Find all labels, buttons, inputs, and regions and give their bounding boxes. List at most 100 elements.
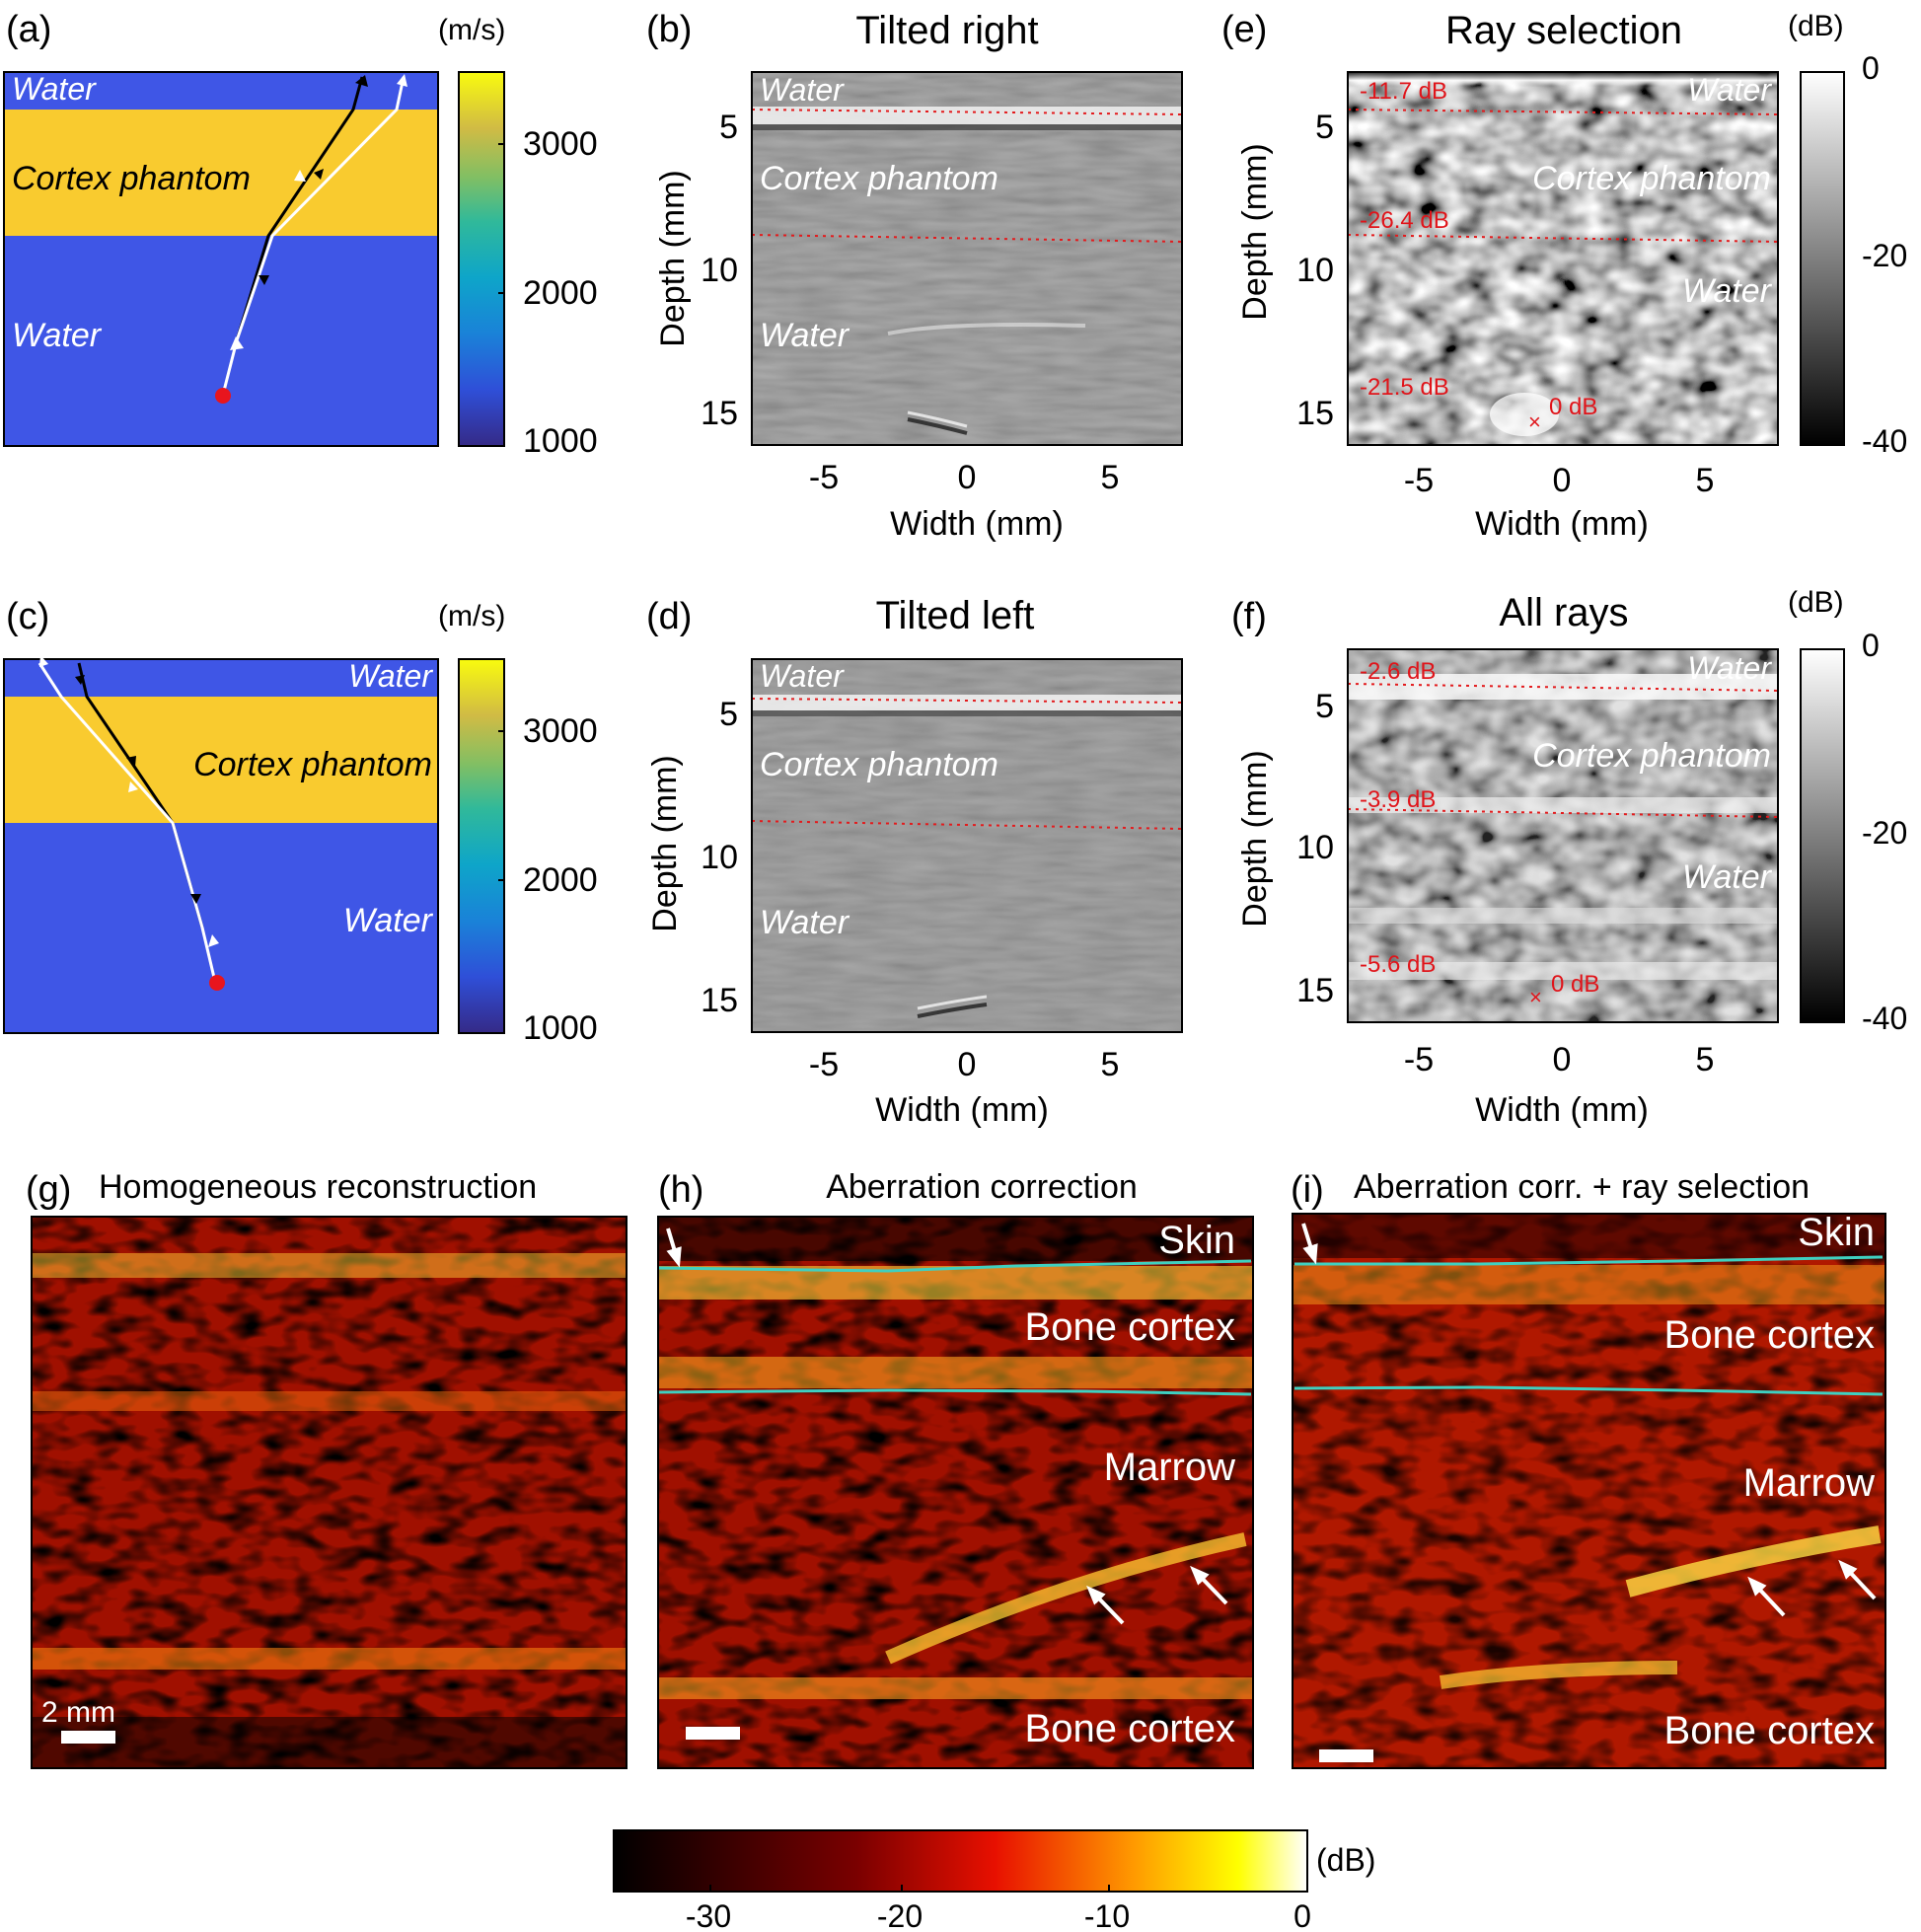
bottom-colorbar-tick-0: 0: [1293, 1898, 1311, 1932]
bottom-colorbar-unit: (dB): [1316, 1842, 1375, 1878]
panel-f-db-bottom: -5.6 dB: [1360, 951, 1436, 978]
panel-b-layer-water-bottom: Water: [760, 317, 850, 354]
panel-e-title: Ray selection: [1445, 9, 1682, 52]
source-point: [209, 975, 225, 991]
layer-label-water-bottom: Water: [343, 902, 434, 939]
panel-g-title: Homogeneous reconstruction: [99, 1168, 537, 1206]
panel-f-xtick-0: 0: [1553, 1041, 1572, 1078]
colorbar-f-tick-0: 0: [1862, 628, 1880, 663]
panel-e-ytick-15: 15: [1296, 395, 1334, 432]
panel-f-xtick-5: 5: [1696, 1041, 1715, 1078]
panel-f-letter: (f): [1231, 596, 1267, 637]
panel-b-xlabel: Width (mm): [890, 505, 1064, 543]
panel-i-scalebar: [1319, 1749, 1373, 1762]
panel-c-unit: (m/s): [438, 600, 505, 632]
panel-d-xtick-5: 5: [1101, 1046, 1120, 1083]
layer-label-water-top: Water: [12, 71, 97, 107]
bottom-colorbar-tick-m10: -10: [1084, 1898, 1130, 1932]
panel-f-layer-water-top: Water: [1687, 650, 1772, 686]
panel-i-label-bone-cortex-top: Bone cortex: [1664, 1313, 1875, 1357]
panel-d-layer-water-top: Water: [760, 658, 845, 694]
bottom-colorbar-tick-m30: -30: [686, 1898, 731, 1932]
layer-label-water-bottom: Water: [12, 317, 103, 354]
panel-i: (i) Aberration corr. + ray selection Ski…: [1291, 1168, 1886, 1769]
panel-h-label-bone-cortex-top: Bone cortex: [1025, 1305, 1235, 1349]
panel-f-layer-water-bottom: Water: [1682, 858, 1773, 896]
panel-i-title: Aberration corr. + ray selection: [1354, 1168, 1810, 1206]
panel-h-title: Aberration correction: [826, 1168, 1138, 1206]
panel-b-xtick-0: 0: [958, 459, 977, 496]
ray-white: [221, 76, 406, 396]
panel-h-label-skin: Skin: [1158, 1219, 1235, 1262]
panel-d-ytick-15: 15: [701, 982, 738, 1019]
panel-d-ytick-5: 5: [719, 696, 738, 733]
colorbar-c-tick-1000: 1000: [523, 1009, 598, 1047]
panel-g-scalebar-label: 2 mm: [41, 1696, 115, 1729]
panel-e-ytick-5: 5: [1315, 109, 1334, 146]
panel-h-scalebar: [686, 1727, 740, 1740]
panel-e-db-bottom: -21.5 dB: [1360, 374, 1449, 401]
bottom-colorbar-gradient: [613, 1829, 1308, 1893]
cortex-layer: [4, 697, 438, 823]
panel-b-xtick-m5: -5: [809, 459, 839, 496]
panel-d-xlabel: Width (mm): [875, 1091, 1049, 1129]
panel-b-title: Tilted right: [855, 9, 1038, 52]
source-point: [215, 388, 231, 404]
panel-a: (a) (m/s) Water Cortex phantom Water 300…: [3, 9, 598, 460]
panel-i-letter: (i): [1291, 1169, 1324, 1211]
panel-e-layer-water-top: Water: [1687, 72, 1772, 108]
water-layer-bottom: [4, 236, 438, 446]
panel-b-layer-water-top: Water: [760, 72, 845, 108]
cyan-boundary-top: [657, 1259, 1252, 1273]
colorbar-c-tick-2000: 2000: [523, 861, 598, 899]
colorbar-c: [458, 658, 505, 1034]
panel-h-label-bone-cortex-bottom: Bone cortex: [1025, 1707, 1235, 1750]
panel-e-xlabel: Width (mm): [1475, 505, 1649, 543]
panel-f-unit: (dB): [1788, 586, 1844, 619]
panel-c-letter: (c): [6, 596, 49, 637]
panel-e-ylabel: Depth (mm): [1236, 143, 1274, 320]
panel-h: (h) Aberration correction Skin Bone cort…: [657, 1168, 1254, 1769]
panel-f-db-source: 0 dB: [1551, 971, 1599, 998]
panel-d-xtick-m5: -5: [809, 1046, 839, 1083]
panel-b-letter: (b): [646, 9, 692, 50]
colorbar-a-tick-3000: 3000: [523, 125, 598, 163]
colorbar-f-tick-m40: -40: [1862, 1001, 1907, 1036]
panel-b-xtick-5: 5: [1101, 459, 1120, 496]
panel-g-letter: (g): [26, 1169, 71, 1211]
panel-f-db-mid: -3.9 dB: [1360, 786, 1436, 813]
panel-b: (b) Tilted right Water Cortex phantom Wa…: [646, 9, 1183, 543]
panel-e: (e) Ray selection (dB) -11.7 dB -26.4 dB…: [1221, 9, 1907, 543]
panel-i-label-skin: Skin: [1798, 1211, 1875, 1254]
panel-f: (f) All rays (dB) -2.6 dB -3.9 dB -5.6 d…: [1231, 586, 1907, 1129]
cyan-boundary-bottom: [657, 1388, 1252, 1396]
panel-a-letter: (a): [6, 9, 51, 50]
water-layer-bottom: [4, 823, 438, 1033]
layer-label-water-top: Water: [348, 658, 433, 694]
panel-b-ytick-10: 10: [701, 252, 738, 289]
panel-e-xtick-m5: -5: [1404, 462, 1434, 499]
panel-f-ylabel: Depth (mm): [1236, 750, 1274, 927]
panel-d-ytick-10: 10: [701, 839, 738, 876]
panel-e-db-top: -11.7 dB: [1360, 78, 1447, 105]
panel-e-db-source: 0 dB: [1549, 394, 1597, 420]
panel-e-db-mid: -26.4 dB: [1360, 207, 1449, 234]
panel-f-xlabel: Width (mm): [1475, 1091, 1649, 1129]
panel-a-unit: (m/s): [438, 14, 505, 46]
panel-b-layer-cortex: Cortex phantom: [760, 160, 998, 197]
colorbar-f-tick-m20: -20: [1862, 815, 1907, 851]
cyan-boundary-bottom: [1293, 1385, 1884, 1396]
panel-d-letter: (d): [646, 596, 692, 637]
ray-white: [37, 662, 217, 983]
bottom-colorbar: (dB) -30 -20 -10 0: [613, 1829, 1375, 1932]
panel-i-label-marrow: Marrow: [1743, 1461, 1875, 1505]
panel-d-xtick-0: 0: [958, 1046, 977, 1083]
panel-e-letter: (e): [1221, 9, 1267, 50]
panel-e-layer-cortex: Cortex phantom: [1532, 160, 1771, 197]
panel-i-label-bone-cortex-bottom: Bone cortex: [1664, 1709, 1875, 1752]
colorbar-a-tick-2000: 2000: [523, 274, 598, 312]
panel-f-ytick-15: 15: [1296, 972, 1334, 1009]
panel-f-title: All rays: [1499, 591, 1628, 634]
panel-d-layer-water-bottom: Water: [760, 904, 850, 941]
